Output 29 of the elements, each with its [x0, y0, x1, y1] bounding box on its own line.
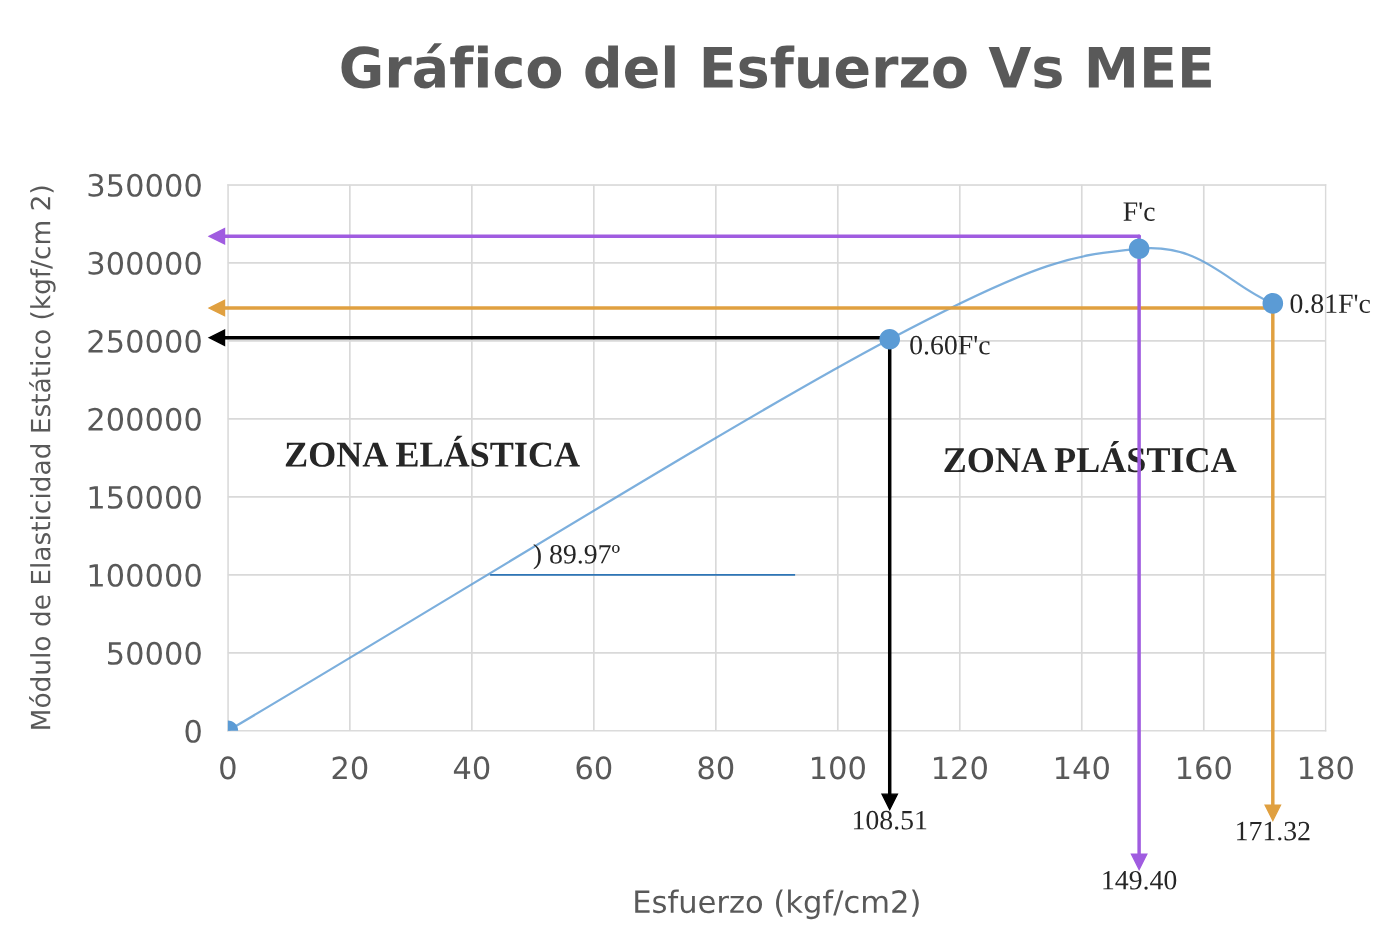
- y-tick-label: 200000: [88, 407, 201, 431]
- annotation: 0.60F'c: [910, 335, 990, 355]
- y-tick-label: 150000: [89, 485, 201, 509]
- annotation: F'c: [1123, 202, 1155, 221]
- ref-line-label: 171.32: [1237, 821, 1310, 841]
- x-tick-label: 80: [698, 756, 734, 780]
- annotation: 0.81F'c: [1290, 294, 1371, 314]
- y-tick-label: 0: [185, 719, 201, 743]
- x-tick-label: 0: [220, 756, 236, 780]
- x-tick-label: 100: [812, 756, 865, 780]
- x-tick-label: 40: [453, 756, 490, 780]
- x-tick-label: 20: [332, 756, 368, 780]
- ref-line-label: 149.40: [1103, 870, 1177, 890]
- chart-title: Gráfico del Esfuerzo Vs MEE: [341, 43, 1211, 89]
- y-tick-label: 350000: [88, 173, 201, 197]
- x-axis-title: Esfuerzo (kgf/cm2): [635, 889, 919, 920]
- y-tick-label: 100000: [89, 563, 201, 587]
- annotation: ) 89.97º: [533, 544, 620, 570]
- y-tick-label: 50000: [108, 641, 201, 665]
- ref-line-label: 108.51: [853, 810, 927, 830]
- x-tick-label: 60: [576, 756, 612, 780]
- y-axis-title: Módulo de Elasticidad Estático (kgf/cm 2): [29, 186, 56, 729]
- y-tick-label: 300000: [88, 251, 201, 275]
- annotation: ZONA ELÁSTICA: [285, 435, 580, 467]
- x-tick-label: 160: [1177, 756, 1231, 780]
- x-tick-label: 180: [1299, 756, 1353, 780]
- x-tick-label: 120: [933, 756, 987, 780]
- x-tick-label: 140: [1055, 756, 1109, 780]
- y-tick-label: 250000: [88, 329, 201, 353]
